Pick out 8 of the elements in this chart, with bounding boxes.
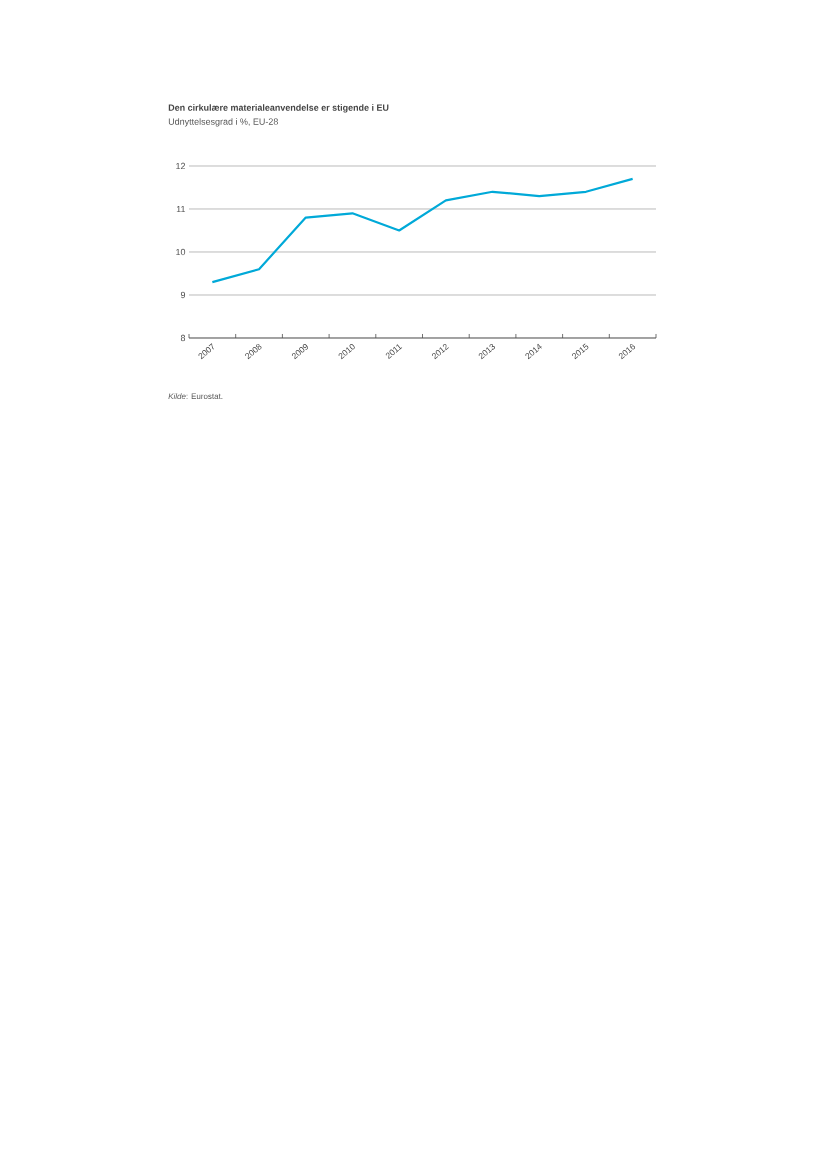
- y-tick-label: 12: [176, 162, 186, 170]
- chart-title: Den cirkulære materialeanvendelse er stigende i EU: [168, 104, 389, 113]
- y-tick-label: 9: [180, 291, 186, 299]
- chart-subtitle: Udnyttelsesgrad i %, EU-28: [168, 118, 278, 127]
- y-tick-label: 10: [176, 248, 186, 256]
- line-series: [211, 177, 634, 284]
- y-tick-label: 11: [176, 205, 186, 213]
- y-tick-label: 8: [180, 334, 186, 342]
